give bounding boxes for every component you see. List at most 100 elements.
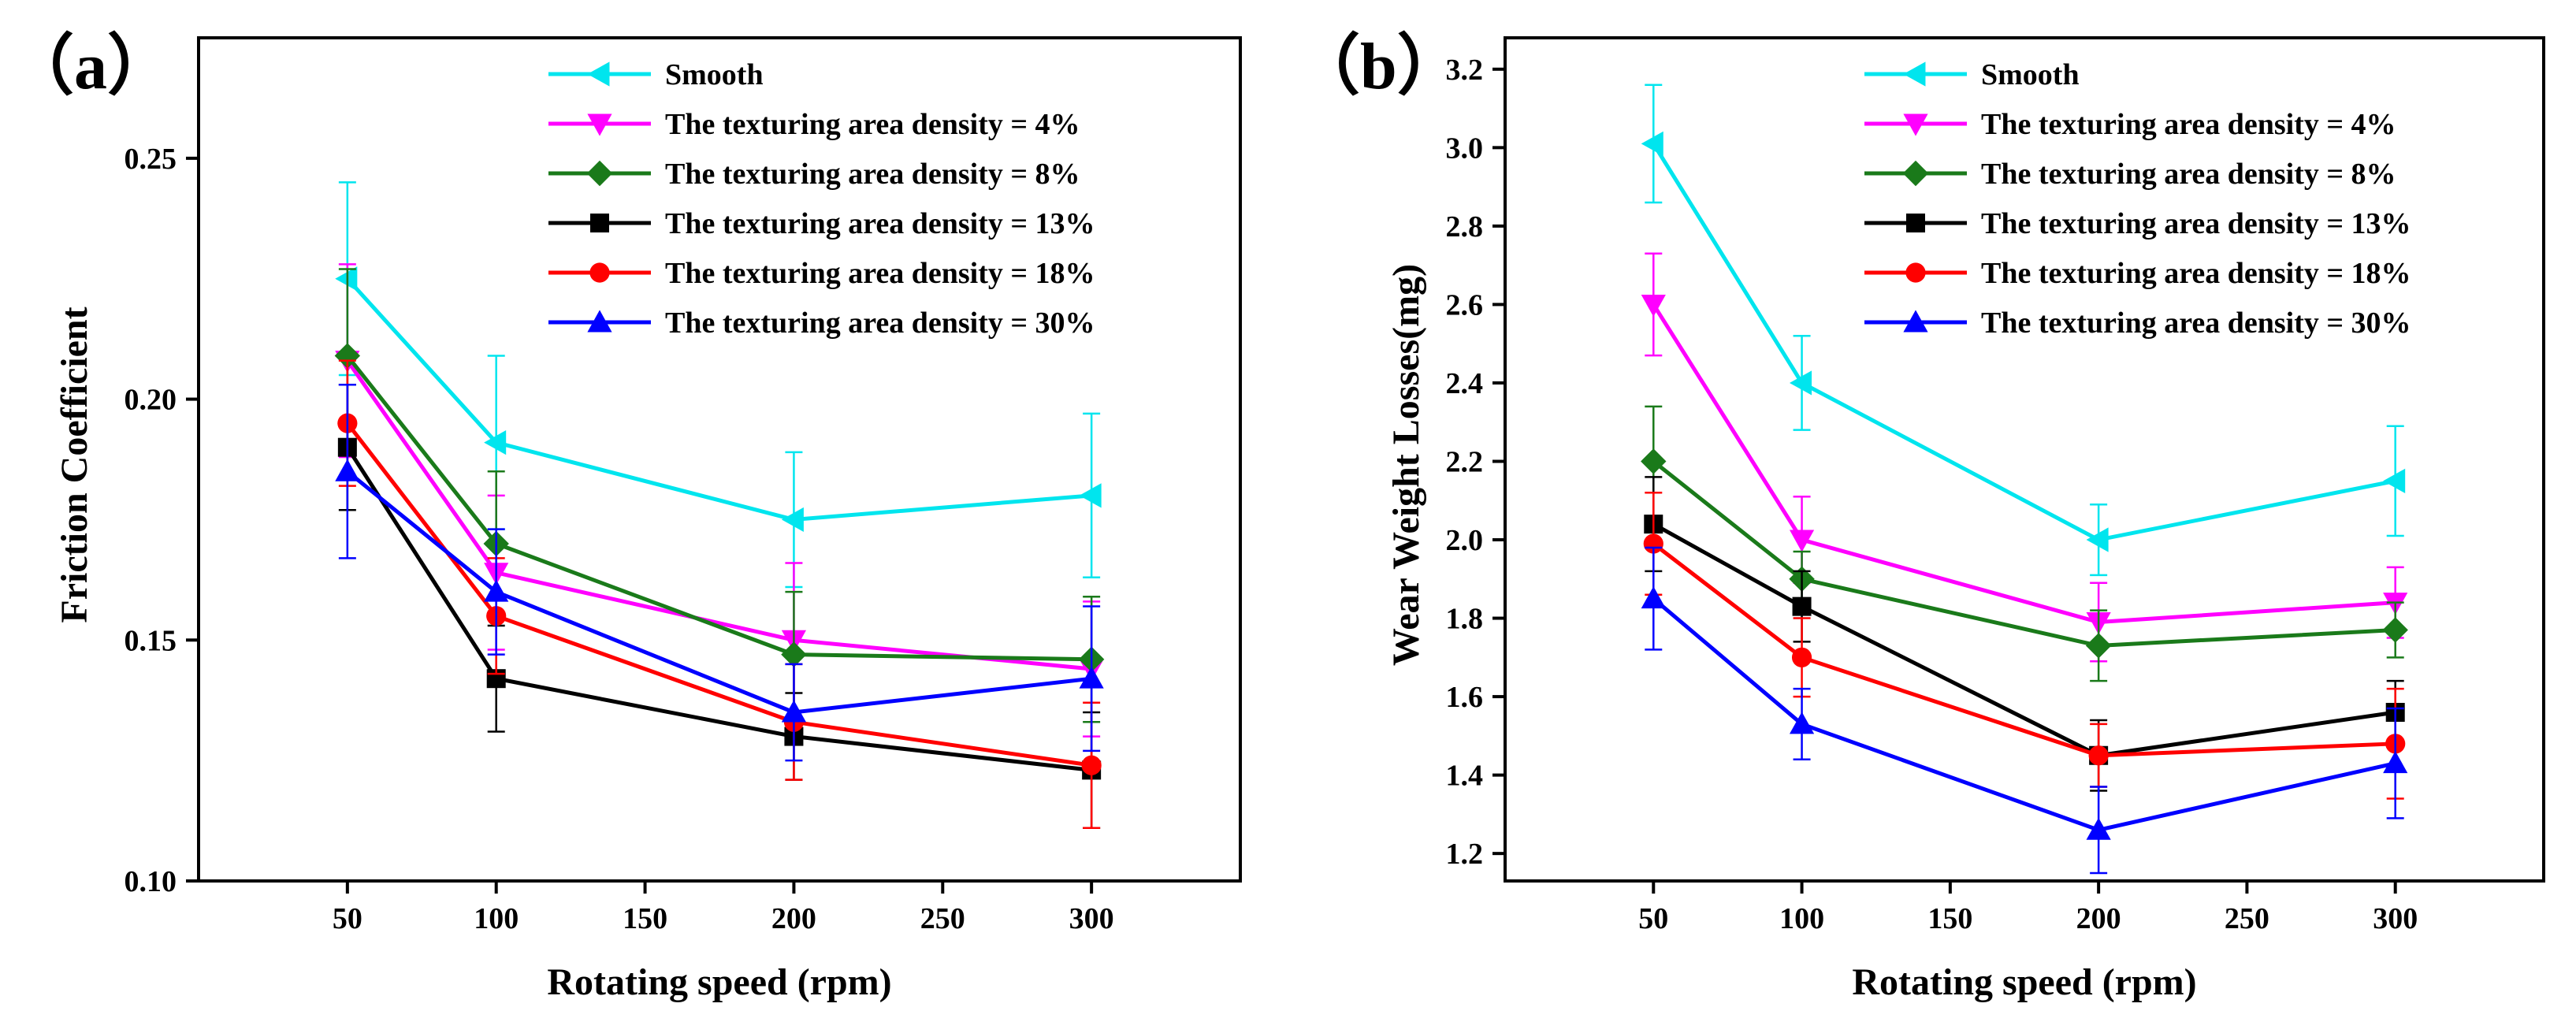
panel-b-legend-label: The texturing area density = 8% xyxy=(1981,158,2396,191)
panel-b-legend-marker xyxy=(1903,310,1928,333)
panel-a-x-tick-label: 300 xyxy=(1069,902,1114,935)
panel-a-series-smooth xyxy=(335,181,1102,589)
panel-b-x-tick-label: 250 xyxy=(2225,902,2269,935)
panel-b-series-line xyxy=(1652,303,2396,625)
panel-a-y-axis-title: Friction Coefficient xyxy=(54,307,95,622)
panel-b-y-tick-label: 1.4 xyxy=(1446,760,1484,793)
panel-b-series-the-texturing-area-density-18 xyxy=(1643,492,2406,800)
panel-a-x-tick-label: 250 xyxy=(920,902,965,935)
panel-b-y-tick-label: 2.6 xyxy=(1446,288,1484,321)
panel-a-data-point xyxy=(335,266,358,292)
panel-b-y-tick-label: 1.8 xyxy=(1446,603,1484,636)
panel-b-x-tick-label: 200 xyxy=(2076,902,2121,935)
panel-b-y-tick-label: 1.2 xyxy=(1446,838,1484,871)
panel-b-label: （b） xyxy=(1294,30,1463,103)
panel-a-data-point xyxy=(781,507,804,533)
panel-b-y-tick-label: 1.6 xyxy=(1446,681,1484,714)
panel-a-legend: Smooth The texturing area density = 4% The… xyxy=(548,58,1095,340)
panel-a-y-tick-label: 0.20 xyxy=(125,384,177,417)
panel-b-data-point xyxy=(1789,370,1812,396)
panel-a-series-line xyxy=(345,359,1092,671)
panel-a-data-point xyxy=(484,579,509,602)
panel-b-data-point xyxy=(1792,596,1812,616)
panel-b-data-point xyxy=(1641,586,1666,609)
panel-b-legend-label: The texturing area density = 18% xyxy=(1981,257,2411,290)
panel-a-data-point xyxy=(334,343,361,369)
panel-b-plot-frame xyxy=(1504,36,2545,883)
panel-a-data-point xyxy=(1079,483,1102,508)
panel-b-data-point xyxy=(2383,468,2406,493)
panel-b-y-tick-label: 2.4 xyxy=(1446,367,1484,400)
panel-a-legend-label: The texturing area density = 18% xyxy=(665,257,1095,290)
panel-a-label: （a） xyxy=(8,30,173,103)
panel-b-legend-marker xyxy=(1906,214,1925,232)
panel-b-series-line xyxy=(1652,522,2396,758)
panel-a-x-tick-label: 100 xyxy=(474,902,519,935)
panel-b-series-line xyxy=(1652,459,2396,648)
panel-a-data-point xyxy=(1081,755,1102,775)
panel-a-series-line xyxy=(346,470,1092,715)
panel-b-y-tick-label: 2.2 xyxy=(1446,445,1484,478)
panel-a-data-point xyxy=(335,459,360,481)
panel-b-x-tick-label: 150 xyxy=(1927,902,1972,935)
panel-b-y-axis-title: Wear Weight Losses(mg) xyxy=(1385,264,1427,666)
panel-b-data-point xyxy=(1641,294,1666,318)
panel-b-data-point xyxy=(2086,527,2109,552)
panel-a-series-line xyxy=(345,354,1092,662)
panel-a-legend-label: The texturing area density = 8% xyxy=(665,158,1080,191)
panel-a-legend-label: The texturing area density = 4% xyxy=(665,108,1080,141)
panel-b-y-tick-label: 2.8 xyxy=(1446,210,1484,243)
panel-b-data-point xyxy=(2088,745,2109,766)
panel-a-series-the-texturing-area-density-13 xyxy=(337,383,1102,829)
panel-a-y-tick-label: 0.15 xyxy=(125,624,177,657)
panel-a-legend-label: Smooth xyxy=(665,58,764,91)
panel-b-data-point xyxy=(1641,131,1663,156)
panel-a-legend-marker xyxy=(590,214,609,232)
panel-b: （b） 50 100 150 200 250 300 1.2 1.4 1.6 1.8 2.0 2.2 2.… xyxy=(1294,30,2545,1003)
panel-a-x-axis-title: Rotating speed (rpm) xyxy=(547,961,891,1003)
panel-a-y-tick-label: 0.10 xyxy=(125,865,177,898)
panel-a-series-line xyxy=(345,446,1092,772)
panel-a-series-the-texturing-area-density-30 xyxy=(335,383,1104,762)
panel-a-x-tick-label: 50 xyxy=(333,902,362,935)
panel-a-series-line xyxy=(345,422,1092,767)
panel-a-series-line xyxy=(346,277,1092,522)
panel-a-legend-marker xyxy=(586,160,613,187)
panel-b-legend-marker xyxy=(1902,160,1929,187)
panel-b-x-tick-label: 50 xyxy=(1638,902,1668,935)
panel-b-series-line xyxy=(1652,143,2396,542)
panel-b-series-line xyxy=(1652,542,2396,758)
panel-a-x-tick-label: 200 xyxy=(771,902,816,935)
panel-b-y-tick-label: 2.0 xyxy=(1446,524,1484,557)
panel-b-series-line xyxy=(1652,596,2396,832)
panel-b-data-point xyxy=(1789,530,1815,552)
panel-b-data-point xyxy=(2085,633,2112,659)
panel-b-legend-label: The texturing area density = 30% xyxy=(1981,307,2411,340)
panel-b-legend-label: Smooth xyxy=(1981,58,2080,91)
panel-b-legend-marker xyxy=(1903,61,1926,87)
panel-a-data-point xyxy=(484,430,507,455)
panel-b-series-the-texturing-area-density-30 xyxy=(1641,546,2408,875)
panel-a-legend-marker xyxy=(587,113,612,136)
panel-a-legend-label: The texturing area density = 13% xyxy=(665,207,1095,240)
panel-b-x-axis-title: Rotating speed (rpm) xyxy=(1852,961,2196,1003)
panel-b-data-point xyxy=(1643,533,1663,554)
panel-b-series-smooth xyxy=(1641,84,2406,577)
panel-b-legend-label: The texturing area density = 4% xyxy=(1981,108,2396,141)
panel-b-data-point xyxy=(2382,617,2408,643)
panel-b-x-tick-label: 100 xyxy=(1779,902,1824,935)
panel-a-legend-marker xyxy=(589,262,610,283)
panel-b-legend-label: The texturing area density = 13% xyxy=(1981,207,2411,240)
panel-b-data-point xyxy=(2086,817,2111,840)
panel-a-data-point xyxy=(781,641,807,667)
panel-b-data-point xyxy=(1641,448,1667,474)
panel-a-data-point xyxy=(781,700,807,723)
panel-b-legend-marker xyxy=(1903,113,1928,136)
panel-a-x-tick-label: 150 xyxy=(623,902,667,935)
panel-b-data-point xyxy=(2383,751,2408,774)
panel-b-x-tick-label: 300 xyxy=(2373,902,2418,935)
panel-a-y-tick-label: 0.25 xyxy=(125,143,177,176)
panel-b-y-tick-label: 3.0 xyxy=(1446,132,1484,165)
panel-b-legend: Smooth The texturing area density = 4% The… xyxy=(1864,58,2411,340)
